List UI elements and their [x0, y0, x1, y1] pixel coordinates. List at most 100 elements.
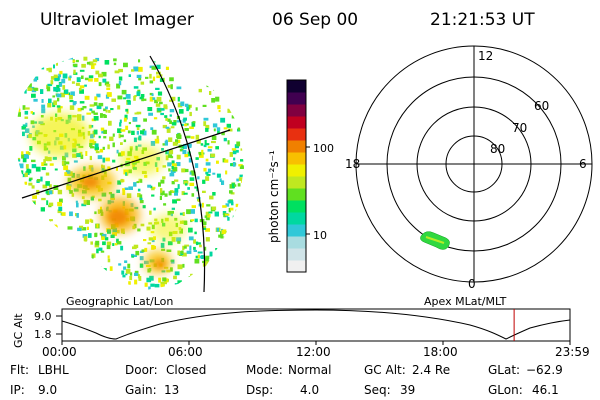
speckle-pixel — [194, 218, 198, 223]
speckle-pixel — [225, 213, 230, 216]
colorbar-tick-10: 10 — [313, 229, 327, 242]
speckle-pixel — [206, 287, 211, 290]
speckle-pixel — [122, 190, 126, 196]
speckle-pixel — [193, 239, 196, 244]
speckle-pixel — [198, 88, 202, 93]
speckle-pixel — [133, 137, 137, 143]
speckle-pixel — [66, 251, 69, 255]
speckle-pixel — [231, 202, 234, 206]
speckle-pixel — [110, 108, 114, 111]
speckle-pixel — [150, 127, 154, 130]
speckle-pixel — [133, 95, 136, 101]
speckle-pixel — [182, 212, 185, 216]
speckle-pixel — [245, 171, 249, 174]
speckle-pixel — [192, 121, 196, 124]
speckle-pixel — [196, 197, 201, 200]
speckle-pixel — [212, 192, 216, 196]
speckle-pixel — [166, 249, 172, 252]
auroral-image — [16, 55, 249, 293]
speckle-pixel — [69, 75, 72, 79]
speckle-pixel — [72, 101, 76, 106]
speckle-pixel — [197, 251, 203, 254]
speckle-pixel — [205, 77, 209, 81]
speckle-pixel — [133, 182, 137, 187]
speckle-pixel — [220, 117, 226, 123]
speckle-pixel — [30, 120, 35, 125]
speckle-pixel — [111, 98, 116, 102]
time-tick-0000: 00:00 — [42, 345, 77, 359]
speckle-pixel — [219, 282, 224, 287]
speckle-pixel — [193, 249, 197, 252]
speckle-pixel — [135, 124, 141, 128]
speckle-pixel — [88, 124, 92, 129]
speckle-pixel — [167, 211, 171, 216]
speckle-pixel — [172, 167, 178, 172]
speckle-pixel — [149, 275, 154, 281]
speckle-pixel — [56, 84, 60, 90]
speckle-pixel — [216, 173, 221, 178]
speckle-pixel — [33, 77, 38, 82]
speckle-pixel — [106, 87, 111, 90]
speckle-pixel — [99, 148, 104, 153]
speckle-pixel — [156, 64, 161, 69]
speckle-pixel — [202, 104, 207, 107]
speckle-pixel — [120, 178, 124, 183]
speckle-pixel — [232, 228, 238, 233]
speckle-pixel — [65, 161, 70, 165]
speckle-pixel — [125, 108, 128, 112]
speckle-pixel — [122, 274, 126, 278]
speckle-pixel — [186, 135, 191, 139]
speckle-pixel — [177, 264, 183, 270]
speckle-pixel — [16, 108, 21, 113]
speckle-pixel — [240, 193, 244, 198]
speckle-pixel — [48, 287, 53, 290]
speckle-pixel — [49, 163, 54, 166]
speckle-pixel — [143, 239, 147, 242]
speckle-pixel — [170, 259, 175, 262]
speckle-pixel — [238, 281, 243, 285]
speckle-pixel — [63, 165, 69, 171]
speckle-pixel — [138, 66, 143, 72]
speckle-pixel — [79, 101, 85, 104]
speckle-pixel — [73, 69, 76, 75]
speckle-pixel — [205, 162, 211, 166]
speckle-pixel — [149, 73, 152, 79]
speckle-pixel — [105, 109, 108, 113]
speckle-pixel — [210, 153, 216, 158]
alt-tick-9: 9.0 — [34, 310, 52, 323]
speckle-pixel — [156, 135, 159, 139]
mlt-label-12: 12 — [478, 49, 493, 63]
speckle-pixel — [213, 273, 217, 277]
speckle-pixel — [33, 66, 39, 69]
speckle-pixel — [34, 221, 40, 227]
speckle-pixel — [211, 98, 216, 103]
speckle-pixel — [46, 86, 51, 92]
speckle-pixel — [230, 207, 234, 211]
speckle-pixel — [141, 249, 146, 253]
speckle-pixel — [94, 211, 97, 215]
speckle-pixel — [167, 84, 171, 88]
speckle-pixel — [35, 257, 38, 260]
speckle-pixel — [41, 253, 45, 259]
speckle-pixel — [162, 143, 167, 146]
speckle-pixel — [198, 152, 202, 156]
speckle-pixel — [223, 258, 226, 263]
speckle-pixel — [125, 273, 128, 276]
speckle-pixel — [79, 89, 84, 94]
speckle-pixel — [23, 85, 28, 89]
speckle-pixel — [242, 57, 244, 62]
speckle-pixel — [21, 126, 27, 130]
speckle-pixel — [160, 179, 165, 184]
speckle-pixel — [72, 153, 77, 158]
speckle-pixel — [27, 87, 33, 91]
speckle-pixel — [213, 128, 216, 132]
speckle-pixel — [189, 126, 194, 129]
speckle-pixel — [201, 255, 204, 259]
glat-value: −62.9 — [526, 363, 563, 377]
speckle-pixel — [203, 117, 209, 121]
speckle-pixel — [77, 227, 82, 232]
speckle-pixel — [133, 66, 139, 72]
speckle-pixel — [86, 200, 90, 205]
speckle-pixel — [214, 211, 219, 217]
speckle-pixel — [37, 268, 40, 272]
